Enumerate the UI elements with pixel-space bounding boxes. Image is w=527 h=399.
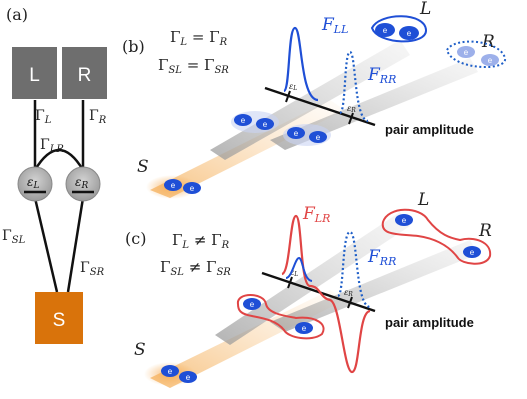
- pair-source-b: e e: [164, 179, 201, 194]
- superconductor-label: S: [53, 310, 66, 331]
- electron-label: e: [302, 324, 307, 333]
- panel-b-eq2: ΓSL = ΓSR: [158, 56, 229, 76]
- superconductor-box: [35, 292, 83, 344]
- lead-l-b: L: [419, 0, 431, 19]
- electron: [309, 131, 327, 143]
- electron: [295, 322, 313, 334]
- pair-lr-c: e e: [381, 208, 492, 265]
- eps-r-c: εR: [344, 288, 353, 298]
- frr-label-c: FRR: [367, 247, 396, 268]
- lead-right-box: [62, 47, 107, 99]
- panel-a-label: (a): [6, 5, 28, 24]
- electron-label: e: [168, 367, 173, 376]
- curve-frr-c: [336, 230, 371, 309]
- panel-c: (c) ΓL ≠ ΓR ΓSL ≠ ΓSR pair amplitude εL …: [125, 190, 492, 388]
- electron-label: e: [407, 29, 412, 38]
- electron: [243, 298, 261, 310]
- pair-dot-right-b: e e: [283, 124, 331, 146]
- panel-a: (a) L R ΓL ΓR ΓLR εL εR ΓSL ΓSR S: [2, 5, 107, 344]
- panel-b-label: (b): [122, 37, 145, 56]
- lead-left-box: [12, 47, 57, 99]
- axis-b-tick-l: [285, 90, 291, 103]
- lead-right-label: R: [78, 65, 92, 86]
- electron-label: e: [250, 300, 255, 309]
- beam-right-c: [270, 240, 478, 332]
- eps-l-b: εL: [289, 82, 297, 92]
- pair-dots-c: e e: [237, 294, 325, 340]
- electron-label: e: [488, 56, 493, 65]
- pair-source-c: e e: [161, 365, 197, 383]
- electron-label: e: [190, 184, 195, 193]
- wire-sr: [66, 197, 85, 293]
- electron-label: e: [383, 26, 388, 35]
- electron: [457, 46, 475, 58]
- electron: [395, 214, 413, 226]
- axis-c-tick-l: [287, 276, 293, 289]
- electron: [375, 23, 395, 37]
- beam-source-b: [150, 100, 345, 198]
- fll-label: FLL: [321, 15, 348, 36]
- panel-c-label: (c): [125, 229, 146, 248]
- wire-sl: [33, 197, 59, 293]
- electron: [234, 114, 252, 126]
- curve-small-blue-c: [285, 256, 313, 282]
- electron: [481, 54, 499, 66]
- axis-c-tick-r: [347, 296, 353, 309]
- lead-left-label: L: [29, 65, 40, 86]
- panel-b: (b) ΓL = ΓR ΓSL = ΓSR pair amplitude εL …: [122, 0, 506, 199]
- gamma-right-label: ΓR: [89, 108, 107, 126]
- wire-lr-arc: [33, 148, 85, 171]
- axis-b-label: pair amplitude: [385, 122, 474, 137]
- gamma-left-label: ΓL: [35, 108, 52, 126]
- curve-flr: [281, 214, 371, 374]
- axis-c-label: pair amplitude: [385, 315, 474, 330]
- electron-label: e: [263, 120, 268, 129]
- panel-b-eq1: ΓL = ΓR: [170, 28, 228, 48]
- electron: [179, 371, 197, 383]
- electron-label: e: [186, 373, 191, 382]
- pair-dot-left-b: e e: [231, 111, 279, 133]
- lead-r-c: R: [478, 221, 492, 241]
- gamma-sl-label: ΓSL: [2, 228, 26, 246]
- lead-r-b: R: [481, 32, 495, 52]
- pair-rr-b: e e: [445, 40, 506, 68]
- flr-label: FLR: [302, 204, 330, 225]
- lead-l-c: L: [417, 190, 429, 210]
- gamma-lr-label: ΓLR: [40, 137, 64, 155]
- eps-l-c: εL: [290, 268, 298, 278]
- electron-label: e: [294, 129, 299, 138]
- curve-frr-b: [338, 50, 369, 123]
- source-c: S: [134, 340, 146, 360]
- beam-left-c: [215, 212, 410, 345]
- electron-label: e: [316, 133, 321, 142]
- panel-c-eq1: ΓL ≠ ΓR: [172, 231, 230, 251]
- electron: [183, 182, 201, 194]
- electron-label: e: [464, 48, 469, 57]
- electron-label: e: [241, 116, 246, 125]
- eps-r-b: εR: [347, 104, 356, 114]
- electron: [287, 127, 305, 139]
- axis-b: [264, 86, 376, 127]
- axis-b-tick-r: [348, 112, 354, 125]
- source-b: S: [137, 157, 149, 177]
- electron-label: e: [470, 248, 475, 257]
- electron: [161, 365, 179, 377]
- panel-c-eq2: ΓSL ≠ ΓSR: [160, 258, 231, 278]
- electron-label: e: [402, 216, 407, 225]
- electron: [463, 246, 481, 258]
- electron: [399, 26, 419, 40]
- electron: [164, 179, 182, 191]
- electron: [256, 118, 274, 130]
- electron-label: e: [171, 181, 176, 190]
- curve-fll: [282, 26, 319, 102]
- gamma-sr-label: ΓSR: [80, 260, 105, 278]
- pair-ll-b: e e: [370, 15, 428, 43]
